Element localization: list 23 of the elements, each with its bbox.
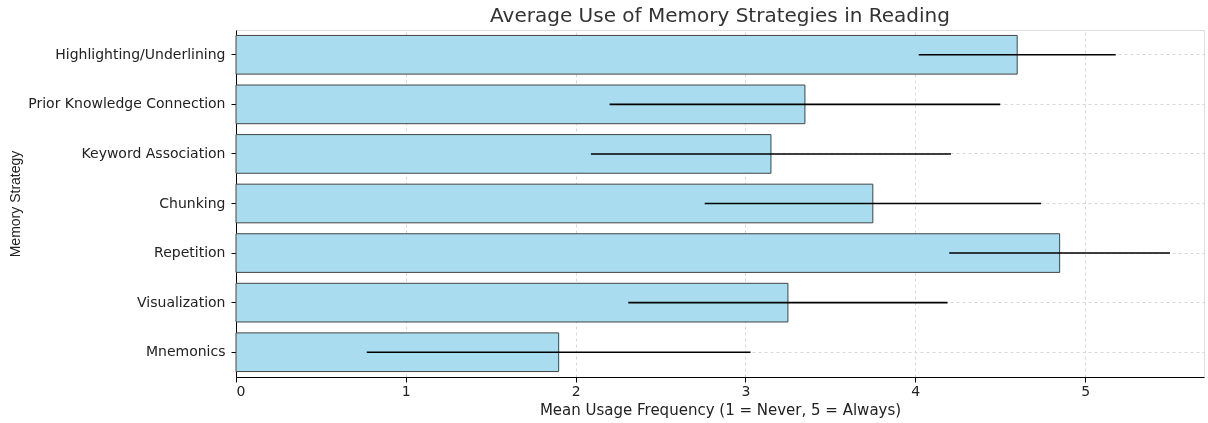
x-tick-label: 4 [911, 382, 921, 399]
x-tick-label: 1 [401, 382, 411, 399]
bar [235, 183, 874, 224]
y-tick-label: Keyword Association [81, 144, 226, 161]
bar [235, 282, 789, 323]
bar [235, 84, 806, 125]
bar [235, 332, 560, 373]
y-tick-label: Chunking [159, 194, 226, 211]
y-axis-title: Memory Strategy [6, 150, 23, 258]
x-axis-title: Mean Usage Frequency (1 = Never, 5 = Always) [539, 400, 902, 419]
bar [235, 134, 772, 174]
x-tick-label: 3 [741, 382, 751, 399]
y-tick-label: Visualization [137, 293, 226, 310]
y-tick-label: Mnemonics [145, 343, 226, 360]
y-tick-label: Prior Knowledge Connection [28, 95, 226, 112]
y-tick-label: Highlighting/Underlining [55, 45, 226, 62]
x-tick-label: 2 [571, 382, 581, 399]
bar [235, 233, 1061, 273]
bar [235, 34, 1018, 75]
x-tick-label: 5 [1081, 382, 1091, 399]
y-tick-label: Repetition [154, 244, 226, 261]
x-tick-label: 0 [236, 382, 246, 399]
chart-title: Average Use of Memory Strategies in Reading [490, 3, 950, 27]
